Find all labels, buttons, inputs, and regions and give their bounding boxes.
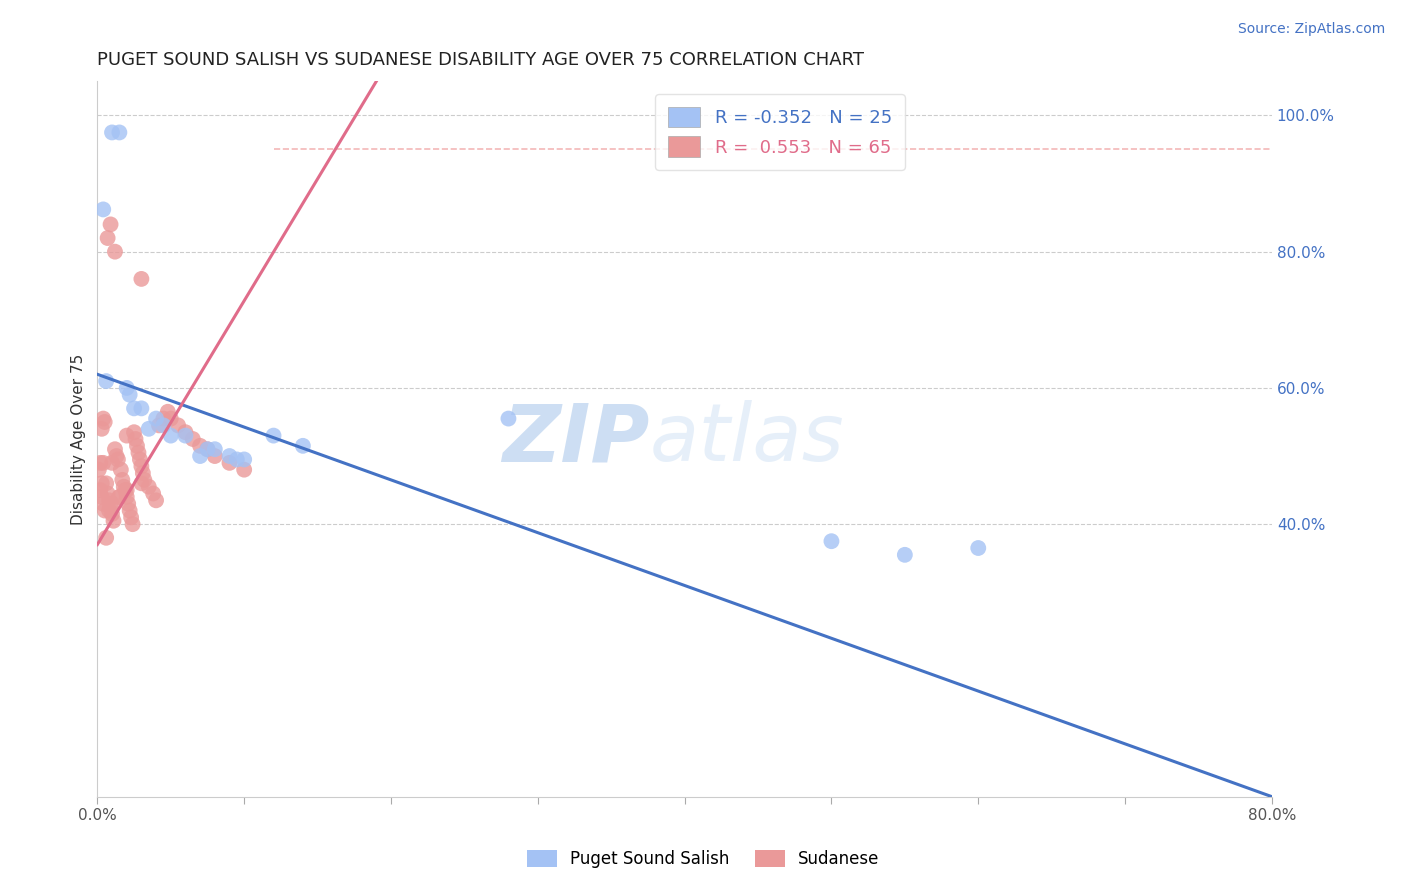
Point [159,428,181,442]
Point [152,418,174,433]
Point [89,483,111,497]
Point [101,497,124,511]
Point [138,480,160,494]
Point [138,422,160,436]
Point [96,374,118,388]
Point [498,411,520,425]
Point [174,428,197,442]
Point [114,483,136,497]
Y-axis label: Disability Age Over 75: Disability Age Over 75 [72,353,86,524]
Point [90,476,112,491]
Point [89,456,111,470]
Text: PUGET SOUND SALISH VS SUDANESE DISABILITY AGE OVER 75 CORRELATION CHART: PUGET SOUND SALISH VS SUDANESE DISABILIT… [97,51,865,69]
Point [152,411,174,425]
Point [142,486,165,500]
Point [122,401,145,416]
Point [91,497,114,511]
Point [263,428,285,442]
Legend: Puget Sound Salish, Sudanese: Puget Sound Salish, Sudanese [520,843,886,875]
Point [204,442,226,457]
Point [174,425,197,440]
Point [159,411,181,425]
Point [97,486,120,500]
Point [108,490,131,504]
Point [118,503,141,517]
Legend: R = -0.352   N = 25, R =  0.553   N = 65: R = -0.352 N = 25, R = 0.553 N = 65 [655,94,904,170]
Point [115,490,138,504]
Point [156,405,179,419]
Point [218,449,240,463]
Point [91,202,114,217]
Point [93,503,115,517]
Point [91,411,114,425]
Point [291,439,314,453]
Point [100,500,122,515]
Point [204,449,226,463]
Point [233,463,256,477]
Point [124,432,146,446]
Text: ZIP: ZIP [502,400,650,478]
Point [93,415,115,429]
Point [115,428,138,442]
Point [105,449,128,463]
Point [820,534,842,549]
Point [101,125,124,139]
Text: atlas: atlas [650,400,844,478]
Point [233,452,256,467]
Point [108,490,131,504]
Point [197,442,219,457]
Point [90,422,112,436]
Point [96,476,118,491]
Point [108,125,131,139]
Point [167,418,190,433]
Point [125,439,148,453]
Point [97,231,120,245]
Point [101,507,124,521]
Point [98,493,121,508]
Point [112,480,135,494]
Point [127,445,149,459]
Point [181,432,204,446]
Point [103,514,125,528]
Point [131,459,153,474]
Point [967,541,990,555]
Text: Source: ZipAtlas.com: Source: ZipAtlas.com [1237,22,1385,37]
Point [121,517,143,532]
Point [101,456,124,470]
Point [145,493,167,508]
Point [131,272,153,286]
Point [894,548,917,562]
Point [111,473,134,487]
Point [87,463,110,477]
Point [110,463,132,477]
Point [132,466,155,480]
Point [100,218,122,232]
Point [148,418,170,433]
Point [129,452,152,467]
Point [131,476,153,491]
Point [118,388,141,402]
Point [104,244,127,259]
Point [91,456,114,470]
Point [90,490,112,504]
Point [134,473,156,487]
Point [188,439,211,453]
Point [197,442,219,457]
Point [104,442,127,457]
Point [131,401,153,416]
Point [120,510,142,524]
Point [145,411,167,425]
Point [115,483,138,497]
Point [96,531,118,545]
Point [117,497,139,511]
Point [225,452,247,467]
Point [98,503,121,517]
Point [122,425,145,440]
Point [218,456,240,470]
Point [115,381,138,395]
Point [107,452,129,467]
Point [188,449,211,463]
